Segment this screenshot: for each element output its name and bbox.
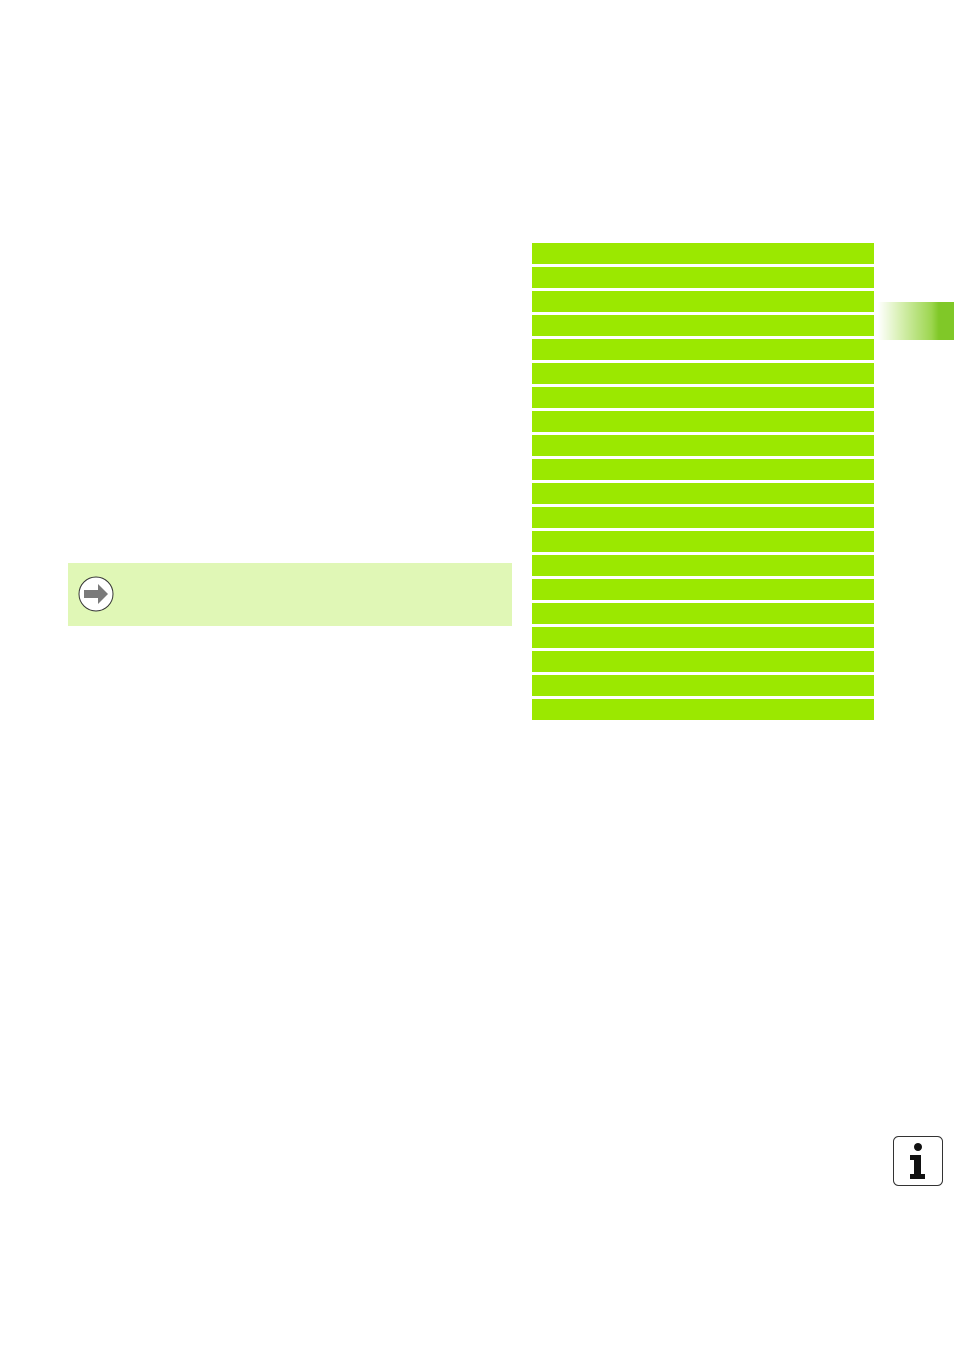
table-row bbox=[532, 627, 874, 648]
table-row bbox=[532, 435, 874, 456]
chapter-tab bbox=[878, 302, 954, 340]
table-row bbox=[532, 699, 874, 720]
note-box bbox=[68, 563, 512, 626]
table-row bbox=[532, 675, 874, 696]
table-row bbox=[532, 483, 874, 504]
table-row bbox=[532, 291, 874, 312]
green-table bbox=[532, 243, 874, 723]
table-row bbox=[532, 315, 874, 336]
table-row bbox=[532, 531, 874, 552]
table-row bbox=[532, 603, 874, 624]
table-row bbox=[532, 411, 874, 432]
table-row bbox=[532, 267, 874, 288]
table-row bbox=[532, 459, 874, 480]
info-icon[interactable] bbox=[893, 1136, 943, 1186]
arrow-right-circle-icon bbox=[78, 576, 114, 612]
table-row bbox=[532, 651, 874, 672]
table-row bbox=[532, 507, 874, 528]
table-row bbox=[532, 387, 874, 408]
table-row bbox=[532, 555, 874, 576]
table-row bbox=[532, 339, 874, 360]
table-row bbox=[532, 243, 874, 264]
table-row bbox=[532, 363, 874, 384]
table-row bbox=[532, 579, 874, 600]
